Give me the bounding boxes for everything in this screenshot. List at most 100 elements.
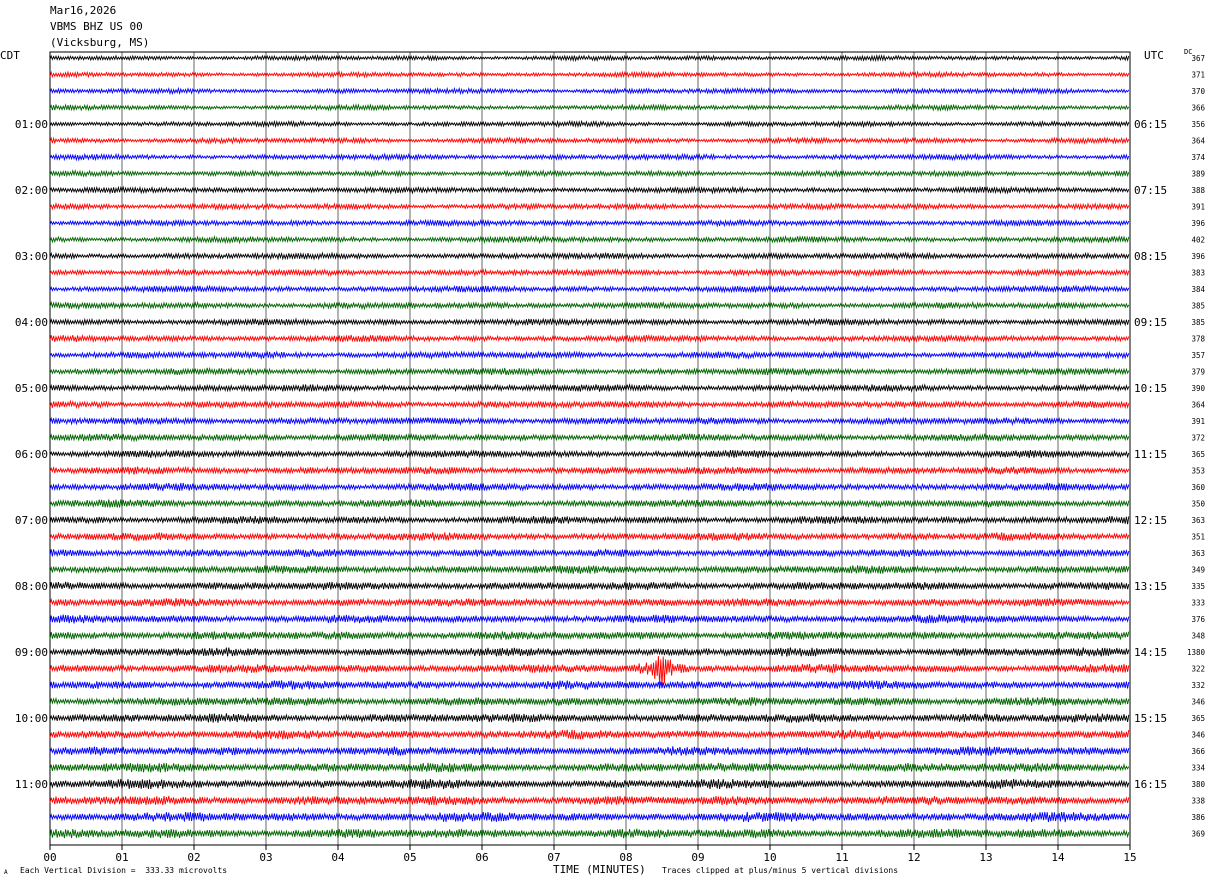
trace-line — [49, 713, 1130, 723]
dc-value: 350 — [1191, 500, 1205, 509]
x-tick-label: 13 — [979, 851, 992, 864]
dc-value: 372 — [1191, 434, 1205, 443]
trace-line — [49, 581, 1130, 591]
dc-value: 335 — [1191, 582, 1205, 591]
trace-line — [49, 399, 1130, 410]
dc-value: 385 — [1191, 302, 1205, 311]
trace-line — [49, 597, 1130, 608]
trace-line — [49, 432, 1130, 443]
header-date: Mar16,2026 — [50, 4, 117, 17]
dc-value: 369 — [1191, 830, 1205, 839]
x-axis-title: TIME (MINUTES) — [553, 863, 646, 876]
x-tick-label: 14 — [1051, 851, 1065, 864]
x-tick-label: 07 — [547, 851, 560, 864]
left-hour-label: 04:00 — [15, 316, 48, 329]
left-timezone-label: CDT — [0, 49, 20, 62]
x-tick-label: 01 — [115, 851, 128, 864]
trace-line — [49, 614, 1130, 624]
trace-line — [49, 383, 1130, 393]
left-hour-label: 11:00 — [15, 778, 48, 791]
trace-line — [49, 54, 1130, 63]
x-tick-label: 00 — [43, 851, 56, 864]
dc-value: 391 — [1191, 417, 1205, 426]
trace-line — [49, 449, 1130, 459]
trace-line — [49, 680, 1130, 690]
dc-value: 364 — [1191, 401, 1205, 410]
right-hour-label: 10:15 — [1134, 382, 1167, 395]
footer-clip-note: Traces clipped at plus/minus 5 vertical … — [662, 866, 899, 875]
dc-value: 360 — [1191, 483, 1205, 492]
dc-value: 371 — [1191, 71, 1205, 80]
trace-line — [49, 333, 1130, 344]
dc-value: 380 — [1191, 780, 1205, 789]
dc-value: 357 — [1191, 351, 1205, 360]
trace-line — [49, 498, 1130, 509]
minute-grid — [49, 51, 1131, 846]
left-hour-label: 03:00 — [15, 250, 48, 263]
dc-value: 348 — [1191, 632, 1205, 641]
header-location: (Vicksburg, MS) — [50, 36, 150, 49]
left-hour-labels: 01:00 02:00 03:00 04:00 05:00 06:00 07:00 08:00… — [15, 118, 48, 791]
trace-line — [49, 86, 1130, 96]
dc-value: 363 — [1191, 549, 1205, 558]
dc-value: 370 — [1191, 87, 1205, 96]
dc-value: 364 — [1191, 137, 1205, 146]
x-tick-label: 06 — [475, 851, 488, 864]
left-hour-label: 07:00 — [15, 514, 48, 527]
x-tick-label: 04 — [331, 851, 345, 864]
dc-value: 379 — [1191, 368, 1205, 377]
trace-line — [49, 218, 1130, 228]
trace-line — [49, 152, 1130, 162]
trace-line — [49, 284, 1130, 294]
dc-value: 388 — [1191, 186, 1205, 195]
dc-value: 365 — [1191, 450, 1205, 459]
x-tick-label: 12 — [907, 851, 920, 864]
dc-value: 334 — [1191, 764, 1205, 773]
x-tick-label: 03 — [259, 851, 272, 864]
trace-line — [49, 103, 1130, 112]
dc-value: 383 — [1191, 269, 1205, 278]
dc-value: 389 — [1191, 170, 1205, 179]
left-hour-label: 10:00 — [15, 712, 48, 725]
dc-value: 349 — [1191, 566, 1205, 575]
x-tick-label: 15 — [1123, 851, 1136, 864]
dc-value: 356 — [1191, 120, 1205, 129]
trace-line — [49, 696, 1130, 707]
dc-value: 384 — [1191, 285, 1205, 294]
dc-value: 365 — [1191, 714, 1205, 723]
right-hour-label: 11:15 — [1134, 448, 1167, 461]
left-hour-label: 06:00 — [15, 448, 48, 461]
dc-value: 351 — [1191, 533, 1205, 542]
trace-line — [49, 201, 1130, 212]
dc-value: 322 — [1191, 665, 1205, 674]
trace-line — [49, 317, 1130, 327]
trace-line — [49, 564, 1130, 575]
trace-line — [49, 119, 1130, 129]
trace-line — [49, 655, 1130, 687]
trace-line — [49, 169, 1130, 178]
trace-line — [49, 234, 1130, 245]
x-tick-label: 05 — [403, 851, 416, 864]
trace-line — [49, 136, 1130, 145]
trace-line — [49, 300, 1130, 311]
footer-scale-note: Each Vertical Division = 333.33 microvol… — [20, 866, 228, 875]
dc-value: 363 — [1191, 516, 1205, 525]
x-tick-label: 09 — [691, 851, 704, 864]
x-tick-label: 10 — [763, 851, 776, 864]
right-hour-labels: 06:15 07:15 08:15 09:15 10:15 11:15 12:15 13:15… — [1134, 118, 1167, 791]
trace-line — [49, 185, 1130, 195]
dc-value: 333 — [1191, 599, 1205, 608]
dc-value: 396 — [1191, 219, 1205, 228]
trace-line — [49, 267, 1130, 278]
left-hour-label: 09:00 — [15, 646, 48, 659]
dc-value: 338 — [1191, 797, 1205, 806]
dc-value: 367 — [1191, 54, 1205, 63]
left-hour-label: 01:00 — [15, 118, 48, 131]
left-hour-label: 02:00 — [15, 184, 48, 197]
dc-value: 366 — [1191, 104, 1205, 113]
dc-value: 1380 — [1187, 648, 1206, 657]
trace-line — [49, 778, 1130, 790]
dc-value: 366 — [1191, 747, 1205, 756]
dc-value: 402 — [1191, 236, 1205, 245]
